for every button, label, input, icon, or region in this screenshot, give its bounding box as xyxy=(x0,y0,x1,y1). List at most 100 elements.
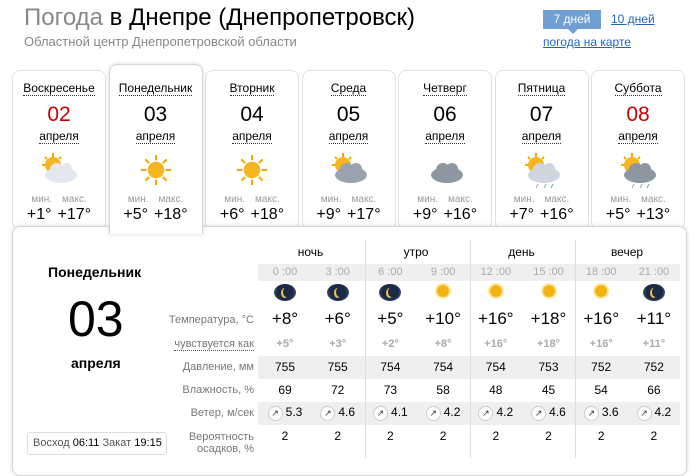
sun-icon xyxy=(489,285,502,297)
rain-sun-icon xyxy=(592,153,684,193)
map-link[interactable]: погода на карте xyxy=(543,35,631,49)
feels-like: +16° xyxy=(589,338,613,350)
feels-like: +18° xyxy=(536,338,561,350)
label-precip2: осадков, % xyxy=(197,443,254,455)
humidity: 66 xyxy=(647,383,661,397)
arrow-northeast-icon: ↗ xyxy=(373,406,389,421)
day-name[interactable]: Воскресенье xyxy=(23,81,95,96)
day-card-2[interactable]: Вторник 04 апреля мин. макс. +6° +18° xyxy=(205,70,299,230)
max-temp: +18° xyxy=(154,206,188,223)
max-temp: +16° xyxy=(443,206,478,223)
day-number: 03 xyxy=(143,103,168,126)
day-name[interactable]: Четверг xyxy=(423,81,467,96)
arrow-northeast-icon: ↗ xyxy=(583,406,599,421)
label-precip1: Вероятность xyxy=(188,431,254,443)
time: 12 :00 xyxy=(480,266,512,278)
wind-speed: 4.6 xyxy=(338,405,356,419)
day-month[interactable]: апреля xyxy=(618,129,658,144)
max-temp: +16° xyxy=(540,206,574,223)
temperature: +8° xyxy=(271,309,299,328)
day-number: 04 xyxy=(240,103,264,126)
max-label: макс. xyxy=(641,194,666,205)
time: 6 :00 xyxy=(378,266,403,278)
temperature: +16° xyxy=(477,309,514,328)
partly-cloudy-icon xyxy=(13,153,105,193)
page-subtitle: Областной центр Днепропетровской области xyxy=(24,34,297,49)
day-number: 05 xyxy=(336,103,361,126)
tab-10-days[interactable]: 10 дней xyxy=(611,12,655,26)
feels-like: +11° xyxy=(642,338,666,350)
min-label: мин. xyxy=(31,194,53,205)
wind-speed: 5.3 xyxy=(285,405,303,419)
day-month[interactable]: апреля xyxy=(232,129,272,144)
time: 3 :00 xyxy=(325,266,350,278)
precipitation: 2 xyxy=(439,429,447,443)
row-band xyxy=(258,356,680,379)
day-month[interactable]: апреля xyxy=(39,129,79,144)
arrow-northeast-icon: ↗ xyxy=(478,406,494,421)
day-card-4[interactable]: Четверг 06 апреля мин. макс. +9° +16° xyxy=(398,70,492,230)
day-name[interactable]: Понедельник xyxy=(118,81,193,96)
wind: ↗ 4.6 xyxy=(312,405,364,421)
precipitation: 2 xyxy=(545,429,552,443)
day-name[interactable]: Вторник xyxy=(229,81,275,96)
day-card-5[interactable]: Пятница 07 апреля мин. макс. +7° +16° xyxy=(494,70,589,230)
max-temp: +17° xyxy=(57,206,92,223)
min-temp: +5° xyxy=(123,206,149,223)
wind-speed: 4.2 xyxy=(496,405,514,419)
moon-icon xyxy=(326,284,349,301)
humidity: 45 xyxy=(541,383,556,397)
day-name[interactable]: Среда xyxy=(330,81,367,96)
wind: ↗ 4.2 xyxy=(470,405,522,421)
time: 18 :00 xyxy=(585,266,617,278)
max-label: макс. xyxy=(158,194,184,205)
wind-speed: 4.6 xyxy=(549,405,566,419)
sun-icon xyxy=(595,285,608,297)
label-temp: Температура, °C xyxy=(168,314,254,326)
label-feels[interactable]: чувствуется как xyxy=(174,338,254,351)
max-temp: +13° xyxy=(636,206,671,223)
min-temp: +6° xyxy=(219,206,245,223)
moon-icon-cell xyxy=(364,284,416,306)
day-name[interactable]: Пятница xyxy=(517,81,566,96)
day-month[interactable]: апреля xyxy=(425,129,465,144)
wind-speed: 3.6 xyxy=(601,405,619,419)
max-label: макс. xyxy=(544,194,570,205)
time: 21 :00 xyxy=(638,266,670,278)
feels-like: +5° xyxy=(276,338,294,350)
humidity: 69 xyxy=(278,383,292,397)
detail-month: апреля xyxy=(71,355,121,371)
arrow-northeast-icon: ↗ xyxy=(531,406,547,421)
wind: ↗ 4.6 xyxy=(523,405,575,421)
day-number: 02 xyxy=(47,103,71,126)
day-number: 07 xyxy=(529,103,554,126)
sunrise-sunset: Восход 06:11 Закат 19:15 xyxy=(27,432,167,455)
day-name[interactable]: Суббота xyxy=(614,81,662,96)
pressure: 752 xyxy=(643,360,664,374)
label-pressure: Давление, мм xyxy=(182,361,254,373)
pressure: 752 xyxy=(591,360,612,374)
precipitation: 2 xyxy=(334,429,342,443)
feels-like: +3° xyxy=(329,338,347,350)
light-rain-sun-icon xyxy=(496,153,588,193)
overcast-icon xyxy=(399,153,491,193)
wind: ↗ 4.1 xyxy=(364,405,416,421)
max-temp: +17° xyxy=(347,206,381,223)
min-temp: +5° xyxy=(605,206,631,223)
day-month[interactable]: апреля xyxy=(328,129,369,144)
day-month[interactable]: апреля xyxy=(135,129,176,144)
day-card-0[interactable]: Воскресенье 02 апреля мин. макс. +1° +17° xyxy=(12,70,106,230)
day-month[interactable]: апреля xyxy=(521,129,562,144)
day-card-6[interactable]: Суббота 08 апреля мин. макс. +5° +13° xyxy=(591,70,685,230)
wind: ↗ 4.2 xyxy=(417,405,469,421)
row-band xyxy=(258,402,680,425)
tab-7-days[interactable]: 7 дней xyxy=(543,10,601,34)
day-card-3[interactable]: Среда 05 апреля мин. макс. +9° +17° xyxy=(301,70,396,230)
period-0: ночь xyxy=(297,245,324,259)
min-label: мин. xyxy=(224,194,246,205)
max-label: макс. xyxy=(448,194,473,205)
moon-icon xyxy=(379,284,402,301)
pressure: 754 xyxy=(433,360,454,374)
moon-icon-cell xyxy=(312,284,364,306)
day-card-1[interactable]: Понедельник 03 апреля мин. макс. +5° +18° xyxy=(108,64,203,234)
